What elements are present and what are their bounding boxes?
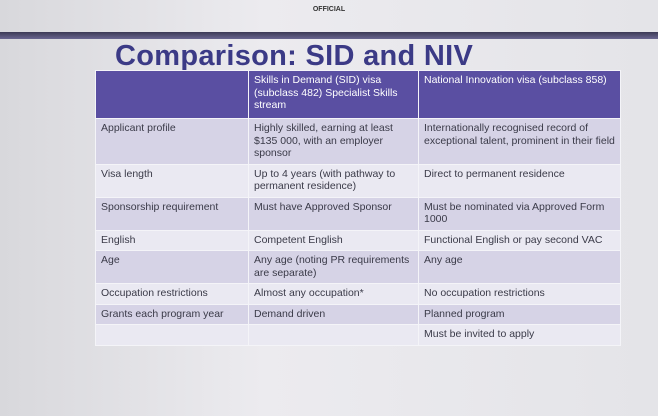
- table-row: Age Any age (noting PR requirements are s…: [95, 250, 621, 284]
- table-row: Grants each program year Demand driven Pla…: [95, 303, 621, 325]
- table-cell: Functional English or pay second VAC: [418, 229, 621, 251]
- header-row: Skills in Demand (SID) visa (subclass 48…: [95, 70, 621, 119]
- row-label: Visa length: [95, 163, 249, 198]
- row-label: [95, 324, 249, 346]
- column-header: Skills in Demand (SID) visa (subclass 48…: [248, 70, 419, 119]
- table-cell: Competent English: [248, 229, 419, 251]
- row-label: Applicant profile: [95, 118, 249, 165]
- table-row: English Competent English Functional Engli…: [95, 229, 621, 251]
- header-bar: [0, 32, 658, 39]
- table-cell: Must be nominated via Approved Form 1000: [418, 196, 621, 231]
- table-cell: Must be invited to apply: [418, 324, 621, 346]
- comparison-table: Skills in Demand (SID) visa (subclass 48…: [95, 70, 621, 346]
- table-cell: Demand driven: [248, 303, 419, 325]
- table-cell: Any age: [418, 250, 621, 284]
- column-header: National Innovation visa (subclass 858): [418, 70, 621, 119]
- table-cell: Any age (noting PR requirements are sepa…: [248, 250, 419, 284]
- slide-title: Comparison: SID and NIV: [115, 40, 474, 72]
- table-cell: Up to 4 years (with pathway to permanent…: [248, 163, 419, 198]
- table-cell: Direct to permanent residence: [418, 163, 621, 198]
- table-cell: Planned program: [418, 303, 621, 325]
- table-row: Must be invited to apply: [95, 324, 621, 346]
- table-row: Applicant profile Highly skilled, earning…: [95, 118, 621, 165]
- table-row: Occupation restrictions Almost any occupa…: [95, 283, 621, 305]
- table-cell: Must have Approved Sponsor: [248, 196, 419, 231]
- security-marking: OFFICIAL: [312, 6, 346, 13]
- column-header: [95, 70, 249, 119]
- table-cell: Internationally recognised record of exc…: [418, 118, 621, 165]
- row-label: English: [95, 229, 249, 251]
- table-cell: [248, 324, 419, 346]
- row-label: Age: [95, 250, 249, 284]
- table-cell: No occupation restrictions: [418, 283, 621, 305]
- row-label: Occupation restrictions: [95, 283, 249, 305]
- table-cell: Highly skilled, earning at least $135 00…: [248, 118, 419, 165]
- row-label: Grants each program year: [95, 303, 249, 325]
- table-cell: Almost any occupation*: [248, 283, 419, 305]
- table-body: Applicant profile Highly skilled, earning…: [95, 118, 621, 346]
- table-row: Visa length Up to 4 years (with pathway t…: [95, 163, 621, 198]
- row-label: Sponsorship requirement: [95, 196, 249, 231]
- table-row: Sponsorship requirement Must have Approve…: [95, 196, 621, 231]
